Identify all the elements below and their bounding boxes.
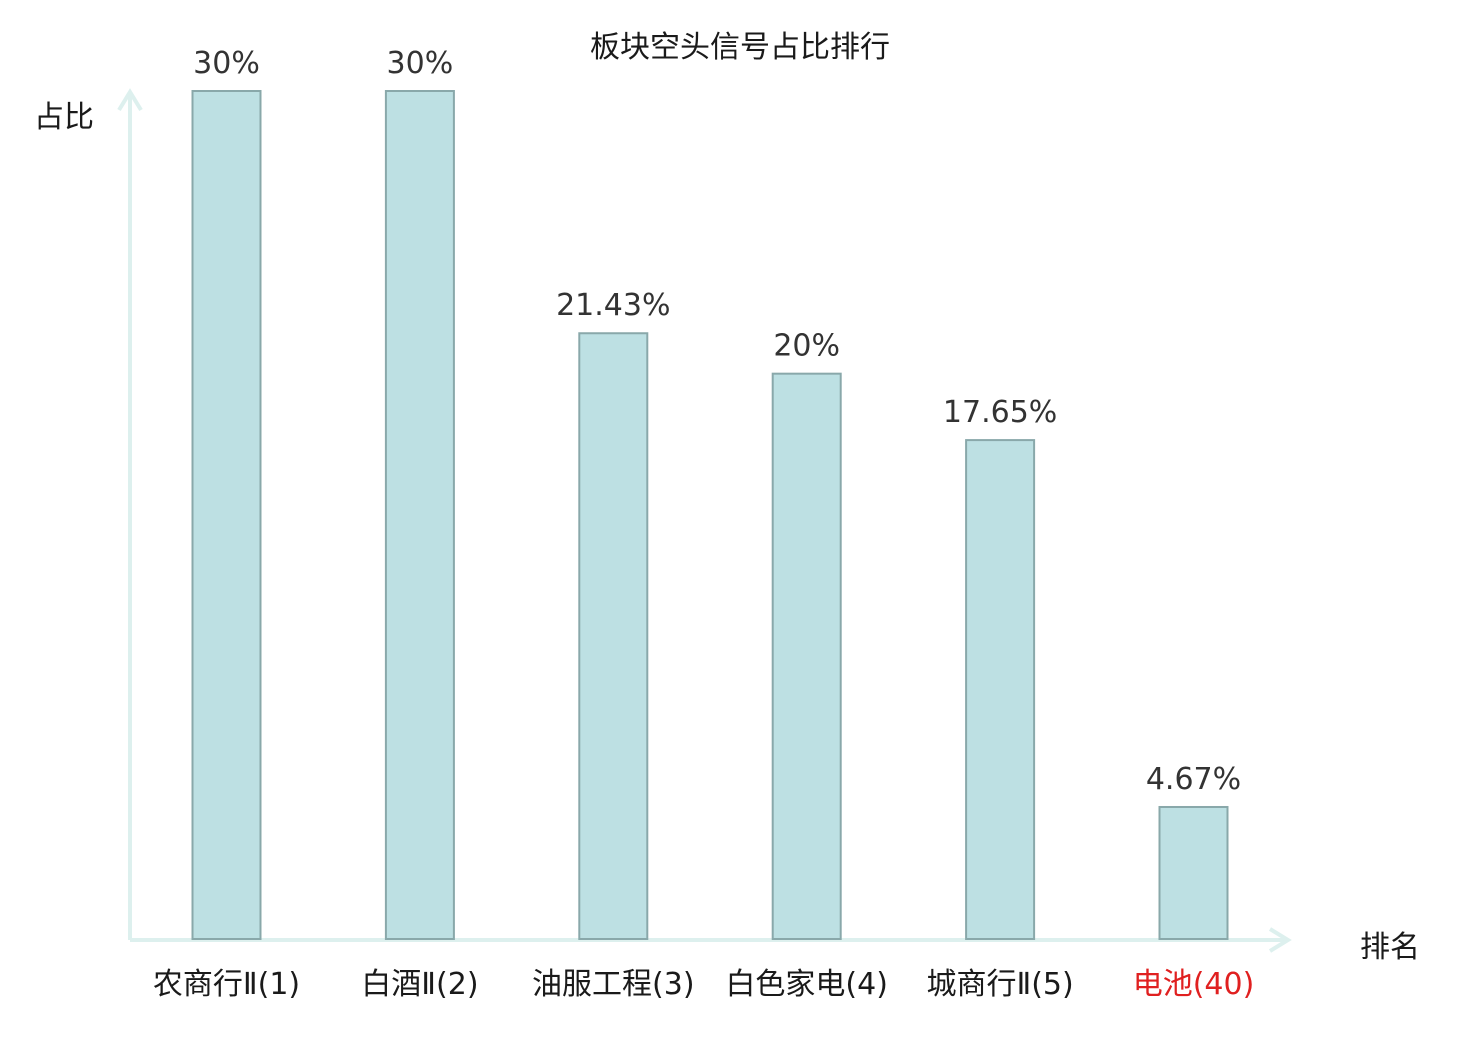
x-axis-label: 排名 [1360, 930, 1420, 965]
chart-title: 板块空头信号占比排行 [590, 30, 890, 65]
bar-2 [384, 90, 455, 940]
y-axis-label: 占比 [34, 100, 94, 135]
category-label-3: 油服工程(3) [532, 967, 695, 1002]
category-label-6: 电池(40) [1133, 967, 1255, 1002]
category-label-5: 城商行Ⅱ(5) [926, 967, 1073, 1002]
bar-5 [965, 439, 1036, 940]
y-axis-arrow [117, 88, 143, 112]
bar-4 [771, 372, 842, 940]
bar-value-label-1: 30% [193, 46, 260, 81]
bar-6 [1158, 805, 1229, 941]
bar-value-label-2: 30% [387, 46, 454, 81]
x-axis-arrow [1268, 927, 1292, 953]
axes [117, 88, 1292, 953]
bar-value-label-5: 17.65% [943, 395, 1057, 430]
bar-1 [191, 90, 262, 940]
bar-value-label-4: 20% [773, 329, 840, 364]
category-label-1: 农商行Ⅱ(1) [153, 967, 300, 1002]
bar-value-label-3: 21.43% [556, 288, 670, 323]
category-label-4: 白色家电(4) [725, 967, 888, 1002]
bars: 30% 农商行Ⅱ(1) 30% 白酒Ⅱ(2) 21.43% 油服工程(3) 20% 白色家电(… [153, 46, 1254, 1002]
bar-3 [578, 332, 649, 940]
category-label-2: 白酒Ⅱ(2) [361, 967, 478, 1002]
bar-value-label-6: 4.67% [1146, 762, 1241, 797]
